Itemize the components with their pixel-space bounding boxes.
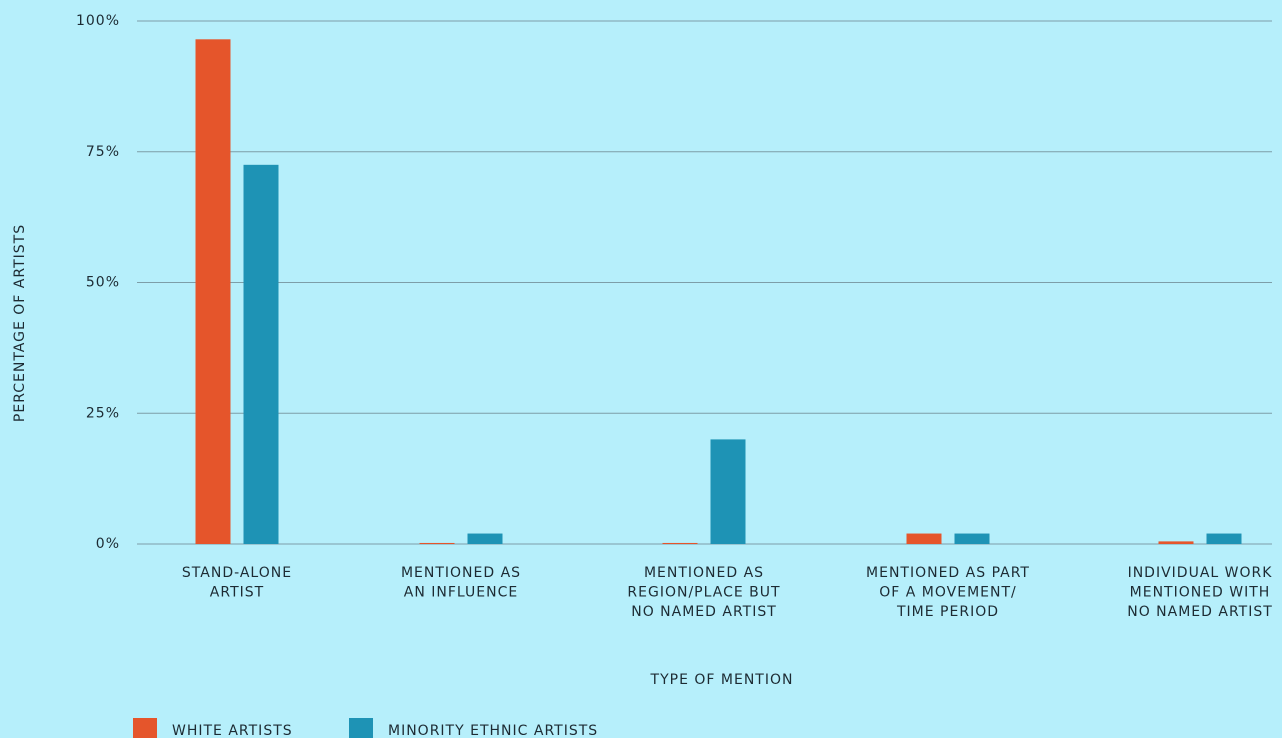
x-tick-label: ARTIST bbox=[210, 585, 264, 601]
y-tick-label: 75% bbox=[86, 144, 120, 160]
y-tick-label: 0% bbox=[96, 536, 120, 552]
x-tick-label: NO NAMED ARTIST bbox=[1127, 604, 1273, 620]
y-tick-label: 100% bbox=[76, 13, 120, 29]
legend-label: WHITE ARTISTS bbox=[172, 723, 293, 738]
x-tick-label: AN INFLUENCE bbox=[404, 585, 518, 601]
y-tick-label: 25% bbox=[86, 405, 120, 421]
x-tick-label: MENTIONED AS bbox=[401, 565, 521, 581]
legend-swatch bbox=[349, 718, 373, 738]
y-axis-title: PERCENTAGE OF ARTISTS bbox=[12, 224, 28, 422]
x-tick-label: OF A MOVEMENT/ bbox=[879, 585, 1017, 601]
bar bbox=[1158, 541, 1194, 544]
x-tick-label: REGION/PLACE BUT bbox=[627, 585, 780, 601]
x-axis-title: TYPE OF MENTION bbox=[650, 672, 794, 688]
bar bbox=[1206, 533, 1242, 544]
x-tick-label: MENTIONED AS PART bbox=[866, 565, 1030, 581]
x-tick-label: NO NAMED ARTIST bbox=[631, 604, 777, 620]
legend-label: MINORITY ETHNIC ARTISTS bbox=[388, 723, 598, 738]
bar bbox=[906, 533, 942, 544]
x-tick-label: MENTIONED AS bbox=[644, 565, 764, 581]
legend-swatch bbox=[133, 718, 157, 738]
x-tick-label: INDIVIDUAL WORK bbox=[1128, 565, 1273, 581]
bar bbox=[710, 439, 746, 544]
x-tick-label: TIME PERIOD bbox=[896, 604, 999, 620]
bar bbox=[467, 533, 503, 544]
bar bbox=[419, 542, 455, 544]
bar bbox=[662, 542, 698, 544]
y-tick-label: 50% bbox=[86, 275, 120, 291]
x-tick-label: STAND-ALONE bbox=[182, 565, 292, 581]
bar bbox=[954, 533, 990, 544]
bar bbox=[195, 39, 231, 545]
x-tick-label: MENTIONED WITH bbox=[1130, 585, 1271, 601]
bar bbox=[243, 164, 279, 544]
